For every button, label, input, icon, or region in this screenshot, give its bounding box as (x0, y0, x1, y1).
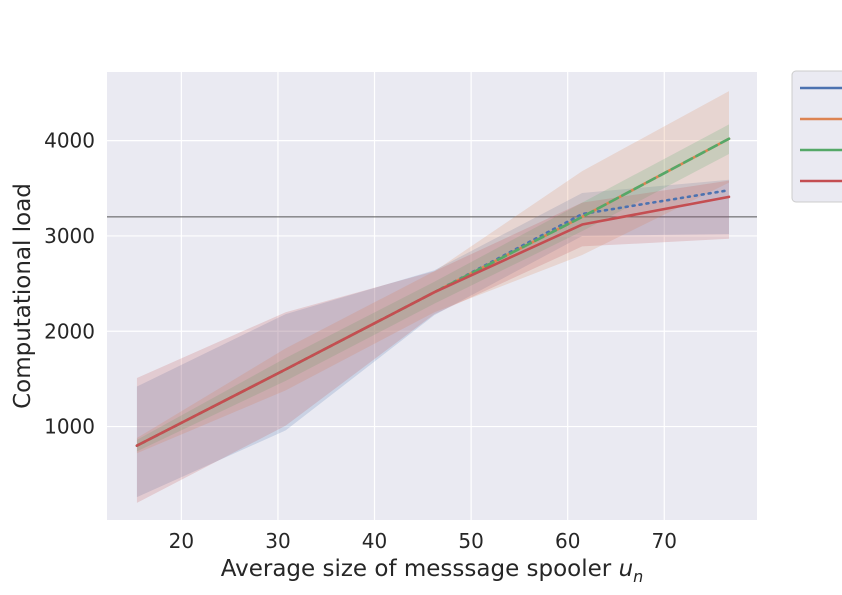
y-tick-label: 3000 (44, 224, 95, 248)
confidence-band-series-4 (136, 180, 729, 503)
legend-box (791, 70, 842, 203)
series-line-4 (135, 195, 731, 447)
confidence-band-series-1 (136, 179, 729, 498)
confidence-band-series-2 (136, 91, 729, 454)
tick-labels: 20 30 40 50 60 70 1000 2000 3000 4000 (44, 129, 677, 553)
grid-lines (107, 72, 757, 520)
x-axis-label-text: Average size of messsage spooler (221, 556, 619, 582)
x-axis-label: Average size of messsage spooler un (221, 556, 644, 586)
x-tick-label: 70 (652, 529, 677, 553)
y-tick-label: 4000 (44, 129, 95, 153)
x-tick-label: 40 (362, 529, 387, 553)
x-tick-label: 50 (458, 529, 483, 553)
series-lines (135, 137, 731, 447)
plot-area (107, 72, 757, 520)
y-axis-label: Computational load (10, 183, 36, 409)
x-tick-label: 60 (555, 529, 580, 553)
x-axis-label-subscript: n (633, 567, 643, 586)
y-tick-label: 2000 (44, 319, 95, 343)
x-tick-label: 30 (265, 529, 290, 553)
x-axis-label-variable: u (619, 556, 634, 582)
legend (791, 70, 842, 203)
x-tick-label: 20 (169, 529, 194, 553)
y-tick-label: 1000 (44, 415, 95, 439)
legend-entries (800, 86, 842, 183)
